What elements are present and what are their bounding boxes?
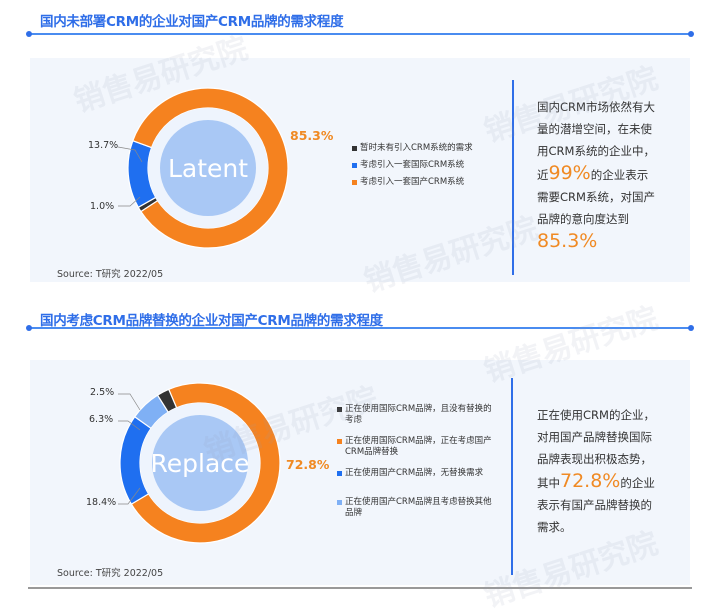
label-18.4: 18.4% — [86, 497, 117, 508]
donut-charts: Latent Replace — [117, 87, 289, 544]
side-text: 国内CRM市场依然有大量的潜增空间，在未使用CRM系统的企业中， — [537, 100, 655, 158]
center-text: Latent — [168, 154, 248, 183]
chart1-title: 国内未部署CRM的企业对国产CRM品牌的需求程度 — [40, 14, 344, 30]
vertical-divider — [511, 378, 513, 575]
source-text: Source: T研究 2022/05 — [57, 269, 164, 280]
legend-swatch — [337, 439, 342, 444]
label-6.3: 6.3% — [89, 414, 114, 425]
legend-swatch — [337, 471, 342, 476]
center-disc — [160, 120, 256, 216]
leader-line — [118, 196, 141, 207]
label-72.8: 72.8% — [286, 457, 330, 472]
chart2-side-text: 正在使用CRM的企业，对用国产品牌替换国际品牌表现出积极态势， 其中72.8%的… — [537, 404, 655, 538]
side-text: 的企业表示需要CRM系统，对国产品牌的意向度达到 — [537, 168, 655, 226]
side-text: 近 — [537, 168, 549, 182]
label-2.5: 2.5% — [90, 387, 115, 398]
legend-item: 考虑引入一套国际CRM系统 — [360, 160, 465, 170]
legend-item: 正在使用国产CRM品牌且考虑替换其他品牌 — [345, 497, 492, 518]
chart1-side-text: 国内CRM市场依然有大量的潜增空间，在未使用CRM系统的企业中， 近99%的企业… — [537, 96, 655, 254]
highlight-99: 99% — [548, 162, 591, 184]
side-text: 其中 — [537, 476, 560, 490]
side-text: 正在使用CRM的企业，对用国产品牌替换国际品牌表现出积极态势， — [537, 408, 655, 466]
legend-item: 暂时未有引入CRM系统的需求 — [360, 143, 473, 153]
legend-swatch — [352, 146, 357, 151]
legend-swatch — [352, 163, 357, 168]
legend-swatch — [337, 407, 342, 412]
title-divider — [26, 31, 694, 37]
bottom-divider — [28, 587, 692, 589]
chart1-legend: 暂时未有引入CRM系统的需求 考虑引入一套国际CRM系统 考虑引入一套国产CRM… — [352, 143, 502, 194]
leader-line — [117, 146, 143, 163]
label-1.0: 1.0% — [90, 201, 115, 212]
title-divider — [26, 325, 694, 331]
chart2-legend: 正在使用国际CRM品牌，且没有替换的考虑 正在使用国际CRM品牌，正在考虑国产C… — [337, 404, 499, 525]
side-text: 的企业表示有国产品牌替换的需求。 — [537, 476, 655, 534]
leader-line — [118, 487, 141, 505]
donut-slice — [132, 87, 289, 249]
center-text: Replace — [151, 449, 250, 478]
legend-item: 考虑引入一套国产CRM系统 — [360, 177, 465, 187]
legend-item: 正在使用国际CRM品牌，正在考虑国产CRM品牌替换 — [345, 436, 492, 457]
vertical-divider — [512, 80, 514, 275]
legend-item: 正在使用国产CRM品牌，无替换需求 — [345, 468, 484, 478]
legend-swatch — [337, 500, 342, 505]
highlight-72.8: 72.8% — [560, 470, 621, 492]
highlight-85.3: 85.3% — [537, 230, 598, 252]
legend-swatch — [352, 180, 357, 185]
legend-item: 正在使用国际CRM品牌，且没有替换的考虑 — [345, 404, 492, 425]
label-85.3: 85.3% — [290, 128, 334, 143]
chart2-title: 国内考虑CRM品牌替换的企业对国产CRM品牌的需求程度 — [40, 313, 383, 329]
label-13.7: 13.7% — [88, 140, 119, 151]
leader-line — [118, 393, 141, 411]
center-disc — [152, 415, 248, 511]
source-text: Source: T研究 2022/05 — [57, 568, 164, 579]
leader-line — [118, 420, 141, 431]
